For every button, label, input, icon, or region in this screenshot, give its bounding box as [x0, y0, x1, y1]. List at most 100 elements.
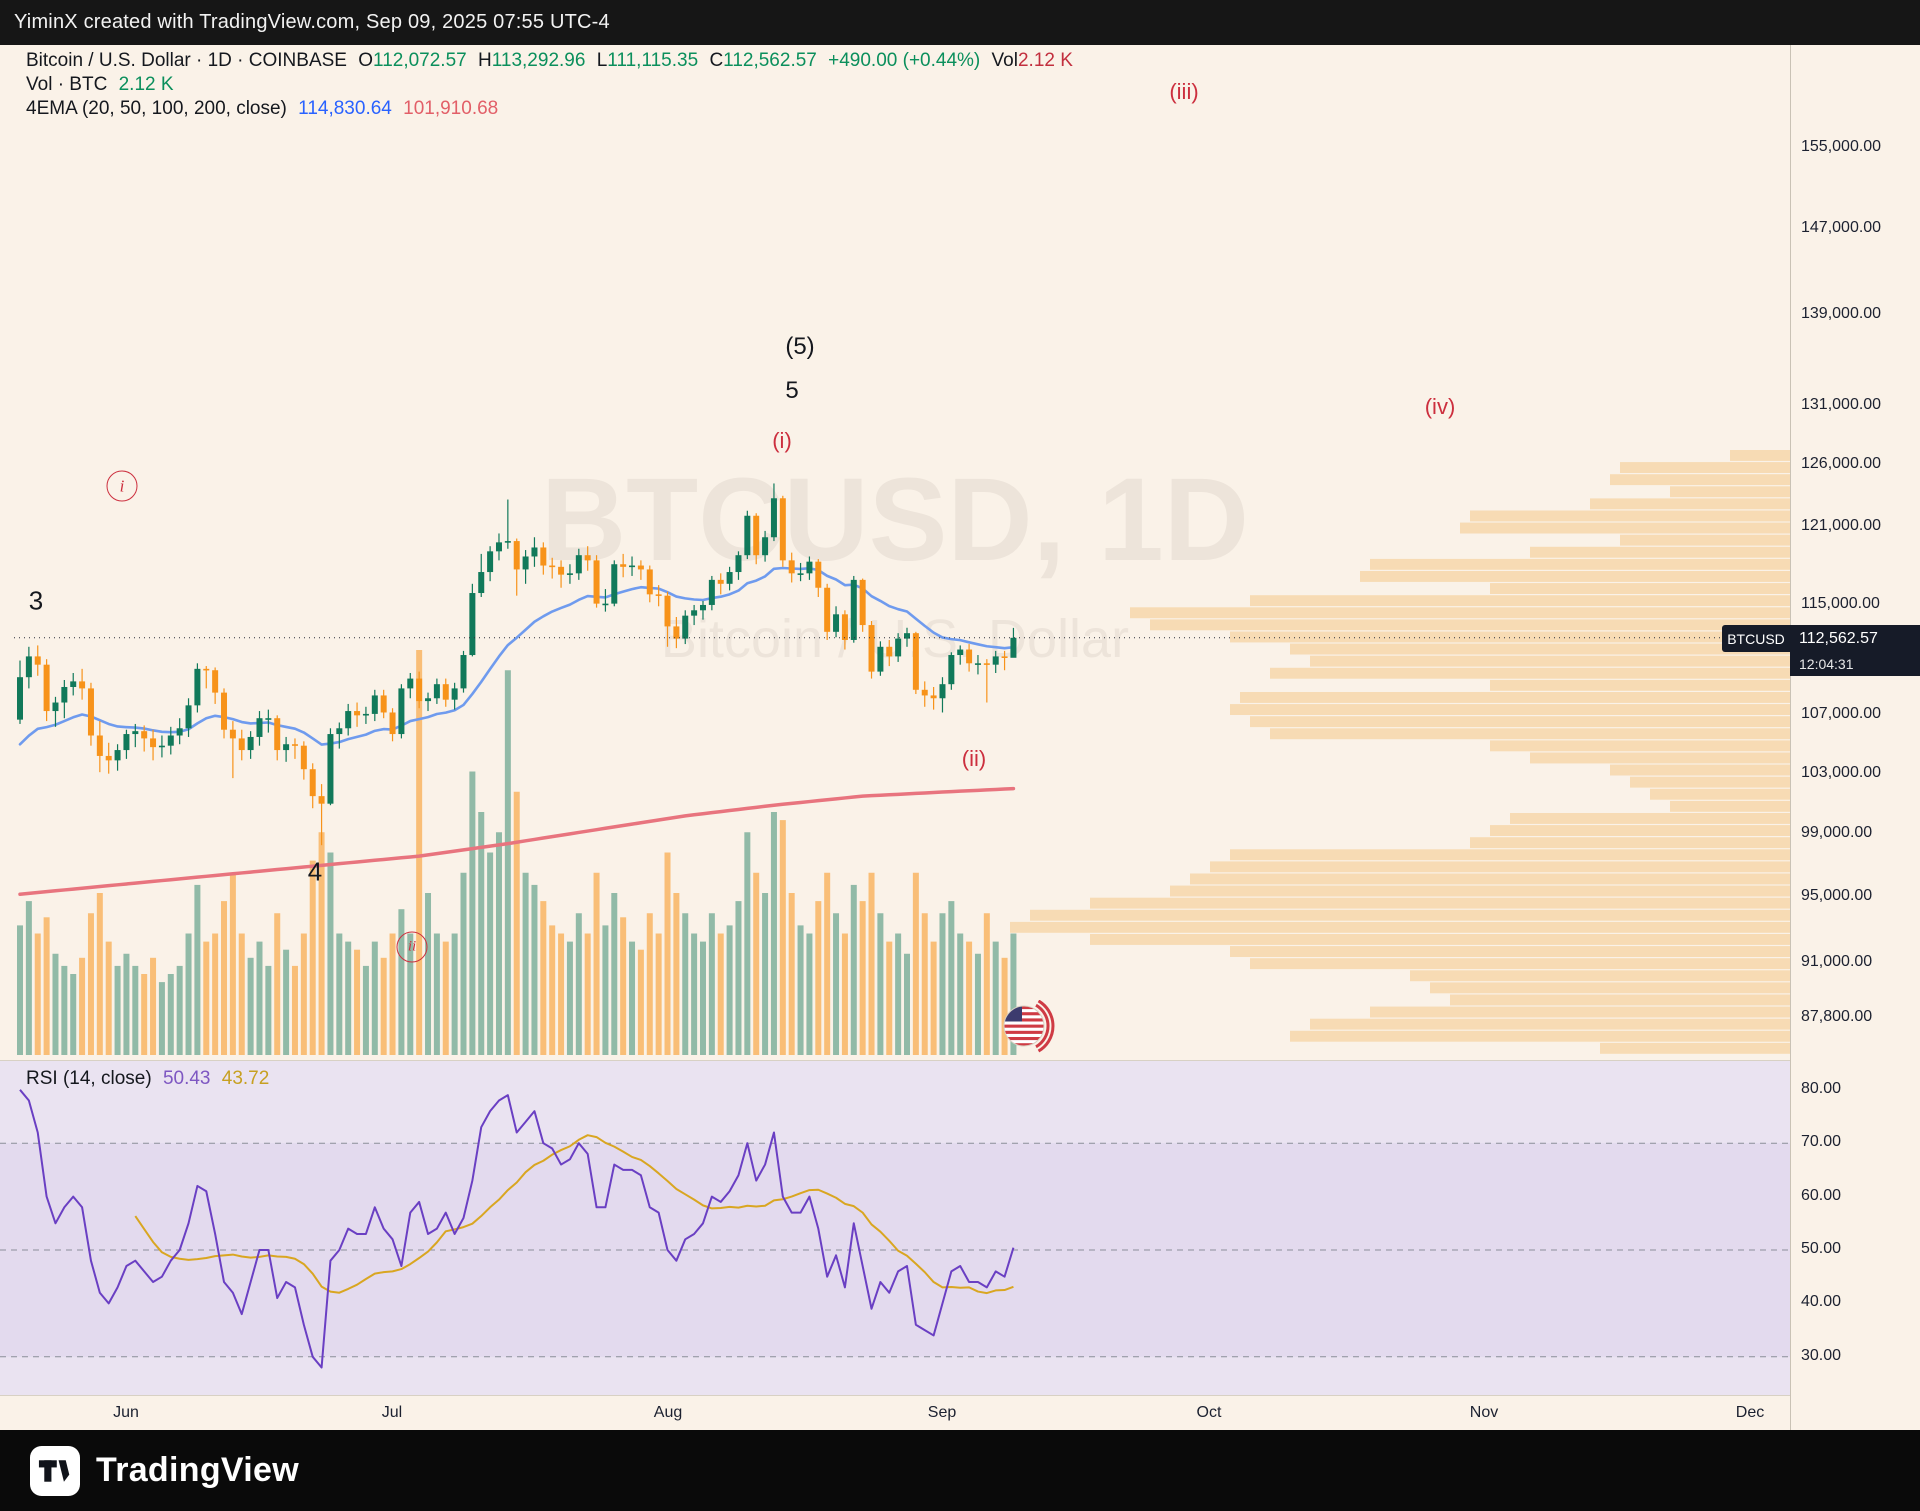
volume-bar: [566, 941, 573, 1055]
month-label-sep: Sep: [927, 1404, 957, 1421]
price-tick-label: 91,000.00: [1801, 953, 1873, 971]
volume-bar: [726, 925, 733, 1055]
month-label-aug: Aug: [653, 1404, 683, 1421]
candle-body: [593, 560, 600, 604]
candle-body: [70, 681, 77, 687]
volume-profile-bar: [1670, 800, 1790, 812]
volume-bar: [664, 852, 671, 1055]
volume-bar: [930, 941, 937, 1055]
volume-bar: [185, 933, 192, 1055]
candle-body: [682, 615, 689, 639]
rsi-legend-row[interactable]: RSI (14, close) 50.43 43.72: [26, 1068, 275, 1090]
volume-bar: [549, 925, 556, 1055]
ema-fast-line[interactable]: [18, 566, 1015, 746]
price-tick-label: 87,800.00: [1801, 1008, 1873, 1026]
symbol-price-chip[interactable]: BTCUSD: [1722, 625, 1790, 652]
volume-profile-bar: [1310, 655, 1790, 667]
volume-bar: [265, 965, 272, 1055]
ema-legend-row[interactable]: 4EMA (20, 50, 100, 200, close) 114,830.6…: [26, 98, 504, 120]
candle-body: [833, 614, 840, 632]
price-tick-label: 121,000.00: [1801, 517, 1882, 535]
candle-body: [620, 564, 627, 567]
volume-bar: [114, 965, 121, 1055]
rsi-chart-canvas[interactable]: [0, 1060, 1790, 1395]
month-label-nov: Nov: [1469, 1404, 1499, 1421]
ema-slow-line[interactable]: [18, 786, 1016, 896]
volume-bar: [256, 941, 263, 1055]
candle-body: [451, 688, 458, 700]
candle-body: [859, 579, 866, 626]
candle-body: [132, 731, 139, 735]
candle-body: [558, 566, 565, 575]
candle-body: [788, 560, 795, 574]
volume-bar: [212, 933, 219, 1055]
volume-bar: [753, 872, 760, 1055]
price-axis[interactable]: USD 155,000.00147,000.00139,000.00131,00…: [1790, 45, 1920, 1430]
candle-body: [1001, 656, 1008, 658]
volume-bar: [584, 933, 591, 1055]
candle-body: [549, 565, 556, 568]
candle-body: [966, 649, 973, 664]
pane-separator[interactable]: [0, 1060, 1790, 1061]
volume-profile-bar: [1030, 909, 1790, 921]
candle-body: [921, 689, 928, 696]
change-value: +490.00 (+0.44%): [828, 50, 981, 71]
candle-body: [212, 670, 219, 693]
candle-body: [309, 769, 316, 797]
time-axis-separator: [0, 1395, 1920, 1396]
candle-body: [354, 711, 361, 716]
volume-bar: [96, 893, 103, 1055]
volume-profile-bar: [1490, 825, 1790, 836]
candle-body: [469, 593, 476, 656]
volume-bar: [983, 913, 990, 1055]
volume-bar: [17, 925, 23, 1055]
volume-bar: [992, 941, 999, 1055]
tradingview-logo[interactable]: [30, 1445, 80, 1496]
rsi-tick-label: 70.00: [1801, 1133, 1842, 1151]
volume-profile-bar: [1210, 861, 1790, 873]
volume-profile-bar: [1490, 679, 1790, 691]
volume-bar: [744, 832, 751, 1055]
volume-profile-bar: [1530, 752, 1790, 764]
volume-profile-bar: [1600, 1042, 1790, 1054]
month-label-jul: Jul: [381, 1404, 403, 1421]
volume-bar: [495, 832, 502, 1055]
volume-bar: [416, 650, 423, 1055]
volume-profile-bar: [1370, 558, 1790, 570]
volume-bar: [380, 957, 387, 1055]
volume-bar: [841, 933, 848, 1055]
volume-bar: [34, 933, 41, 1055]
volume-legend-label: Vol · BTC: [26, 74, 108, 95]
rsi-tick-label: 80.00: [1801, 1079, 1842, 1097]
symbol-legend-row[interactable]: Bitcoin / U.S. Dollar · 1D · COINBASE O1…: [26, 50, 1079, 72]
price-chart-canvas[interactable]: BTCUSD, 1D Bitcoin / U.S. Dollar: [0, 45, 1790, 1060]
candle-body: [744, 515, 751, 556]
volume-bar: [673, 893, 680, 1055]
rsi-tick-label: 50.00: [1801, 1240, 1842, 1257]
time-axis[interactable]: Jun Jul Aug Sep Oct Nov Dec: [0, 1396, 1790, 1430]
last-price-label[interactable]: 112,562.57: [1790, 625, 1920, 652]
volume-profile-bar: [1470, 837, 1790, 849]
candle-body: [717, 579, 724, 584]
volume-profile-bar: [1250, 716, 1790, 728]
rsi-tick-label: 60.00: [1801, 1186, 1842, 1204]
rsi-ma-line[interactable]: [134, 1134, 1014, 1295]
volume-profile-bar: [1250, 595, 1790, 607]
candle-body: [779, 498, 786, 561]
volume-profile-bar: [1230, 946, 1790, 957]
candle-body: [327, 734, 334, 804]
volume-bar: [345, 941, 352, 1055]
candle-body: [185, 705, 192, 729]
candle-body: [442, 684, 449, 700]
volume-bar: [150, 957, 157, 1055]
candle-body: [256, 718, 263, 737]
candle-body: [291, 744, 298, 746]
volume-profile-bar: [1150, 619, 1790, 631]
month-label-jun: Jun: [113, 1404, 139, 1421]
price-tick-label: 107,000.00: [1801, 705, 1882, 723]
rsi-line[interactable]: [19, 1089, 1015, 1369]
volume-bar: [779, 820, 786, 1055]
volume-legend-row[interactable]: Vol · BTC 2.12 K: [26, 74, 180, 96]
us-flag-icon[interactable]: [1000, 999, 1066, 1059]
candle-body: [895, 638, 902, 657]
